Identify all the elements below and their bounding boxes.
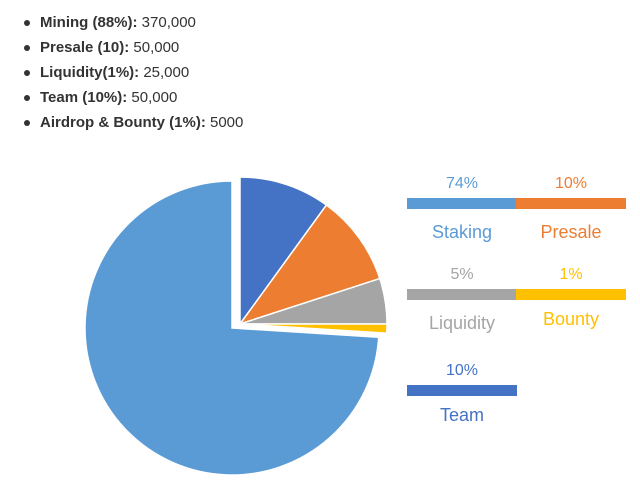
- bullet-icon: [24, 70, 30, 76]
- list-item-label: Presale (10):: [40, 39, 130, 56]
- list-item-value: 370,000: [141, 14, 196, 31]
- legend-swatch-liquidity: [407, 289, 517, 300]
- list-item-value: 50,000: [133, 39, 180, 56]
- list-item-value: 50,000: [131, 89, 178, 106]
- pie-slice-staking: [84, 180, 380, 476]
- pie-slice-bounty: [239, 323, 388, 335]
- legend-label-team: Team: [439, 405, 484, 425]
- pie-slice-presale: [238, 204, 381, 326]
- legend-percent-bounty: 1%: [559, 266, 583, 283]
- legend-percent-presale: 10%: [554, 175, 588, 192]
- legend-swatch-bounty: [516, 289, 626, 300]
- legend-percent-staking: 74%: [445, 175, 479, 192]
- list-item-label: Mining (88%):: [40, 14, 138, 31]
- legend-label-staking: Staking: [431, 222, 493, 242]
- list-item-label: Liquidity(1%):: [40, 64, 140, 81]
- list-item-label: Team (10%):: [40, 89, 128, 106]
- list-item-value: 5000: [210, 114, 244, 131]
- legend-swatch-team: [407, 385, 517, 396]
- list-item: Airdrop & Bounty (1%): 5000: [0, 110, 243, 135]
- pie-slice-team: [239, 176, 328, 327]
- list-item: Presale (10): 50,000: [0, 35, 243, 60]
- legend-label-liquidity: Liquidity: [428, 313, 496, 333]
- list-item: Liquidity(1%): 25,000: [0, 60, 243, 85]
- list-item-label: Airdrop & Bounty (1%):: [40, 114, 206, 131]
- bullet-icon: [24, 45, 30, 51]
- list-item: Mining (88%): 370,000: [0, 10, 243, 35]
- legend-label-presale: Presale: [540, 222, 602, 242]
- legend-swatch-presale: [516, 198, 626, 209]
- bullet-icon: [24, 120, 30, 126]
- legend-swatch-staking: [407, 198, 517, 209]
- bullet-icon: [24, 95, 30, 101]
- list-item-value: 25,000: [143, 64, 190, 81]
- bullet-icon: [24, 20, 30, 26]
- list-item: Team (10%): 50,000: [0, 85, 243, 110]
- token-allocation-list: Mining (88%): 370,000 Presale (10): 50,0…: [0, 10, 243, 135]
- legend-label-bounty: Bounty: [542, 309, 600, 329]
- legend-percent-liquidity: 5%: [450, 266, 474, 283]
- legend-percent-team: 10%: [445, 362, 479, 379]
